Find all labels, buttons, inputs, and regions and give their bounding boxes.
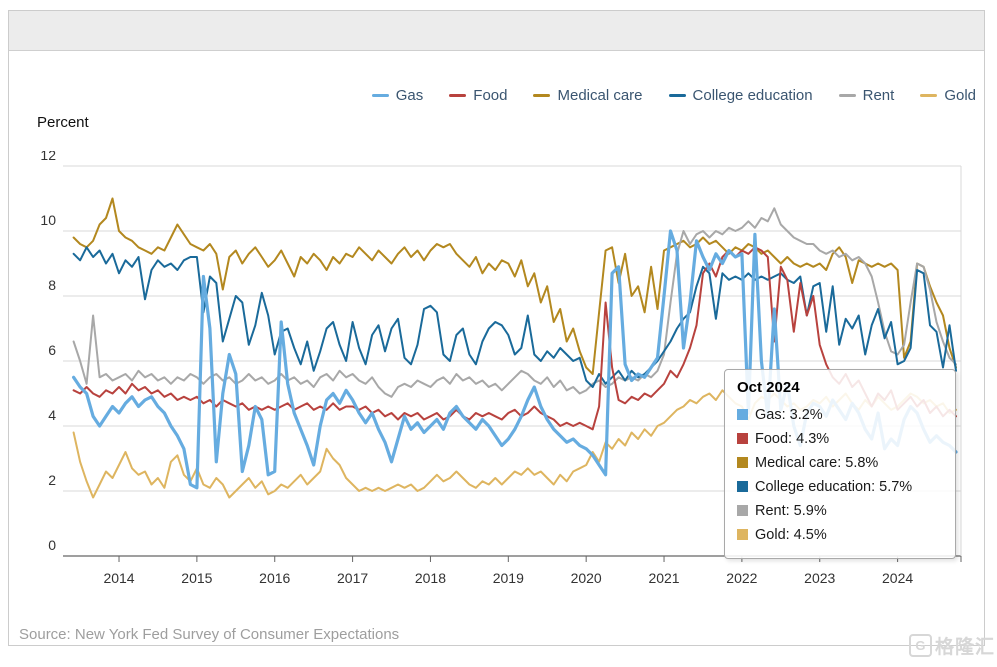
tooltip-rows: Gas: 3.2% Food: 4.3% Medical care: 5.8% Col…: [737, 403, 943, 547]
legend-item-gold[interactable]: Gold: [920, 87, 976, 104]
legend-marker-gas: [371, 94, 389, 97]
legend-label-gas: Gas: [395, 87, 424, 104]
legend-item-medical-care[interactable]: Medical care: [533, 87, 643, 104]
legend-marker-gold: [920, 94, 938, 97]
x-tick-label-2023: 2023: [804, 570, 835, 586]
legend-marker-food: [449, 94, 467, 97]
legend-item-food[interactable]: Food: [449, 87, 507, 104]
x-tick-label-2018: 2018: [415, 570, 446, 586]
tooltip-row-gold: Gold: 4.5%: [737, 523, 943, 547]
legend-marker-medical-care: [533, 94, 551, 97]
series-line-rent[interactable]: [72, 207, 957, 398]
legend-item-gas[interactable]: Gas: [371, 87, 424, 104]
x-tick-label-2015: 2015: [181, 570, 212, 586]
legend-label-gold: Gold: [944, 87, 976, 104]
tooltip-swatch-rent: [737, 505, 748, 516]
x-tick-label-2022: 2022: [726, 570, 757, 586]
x-tick-label-2017: 2017: [337, 570, 368, 586]
gelonghui-watermark: G 格隆汇: [908, 632, 995, 659]
tooltip-row-medical-care: Medical care: 5.8%: [737, 451, 943, 475]
legend-label-medical-care: Medical care: [557, 87, 643, 104]
tooltip-row-college-education: College education: 5.7%: [737, 475, 943, 499]
chart-tooltip: Oct 2024 Gas: 3.2% Food: 4.3% Medical care…: [724, 369, 956, 559]
source-note: Source: New York Fed Survey of Consumer …: [19, 626, 400, 643]
legend-marker-college-education: [668, 94, 686, 97]
gelonghui-logo-icon: G: [908, 634, 932, 657]
y-tick-label-4: 4: [48, 407, 56, 423]
tooltip-swatch-food: [737, 433, 748, 444]
legend-marker-rent: [838, 94, 856, 97]
y-axis-title: Percent: [37, 114, 89, 131]
x-tick-label-2020: 2020: [571, 570, 602, 586]
legend-item-rent[interactable]: Rent: [838, 87, 895, 104]
tooltip-row-food: Food: 4.3%: [737, 427, 943, 451]
x-tick-label-2024: 2024: [882, 570, 913, 586]
legend-label-food: Food: [473, 87, 508, 104]
y-tick-label-12: 12: [40, 151, 56, 163]
x-axis: 2014 2015 2016 2017 2018 2019 2020 2021 2022 2023…: [103, 556, 962, 586]
y-tick-label-0: 0: [48, 537, 56, 553]
tooltip-row-gas: Gas: 3.2%: [737, 403, 943, 427]
y-tick-label-10: 10: [40, 212, 56, 228]
tooltip-swatch-medical-care: [737, 457, 748, 468]
tooltip-swatch-gas: [737, 409, 748, 420]
x-tick-label-2021: 2021: [648, 570, 679, 586]
y-tick-label-8: 8: [48, 277, 56, 293]
line-chart-plot[interactable]: 0 2 4 6 8 10 12 2014 2015 2016 2017 2018 2019 2020 202…: [9, 151, 984, 631]
legend-label-rent: Rent: [862, 87, 895, 104]
watermark-text: 格隆汇: [934, 637, 995, 658]
series-line-medical-care[interactable]: [72, 197, 957, 375]
tooltip-date: Oct 2024: [737, 379, 800, 396]
legend-label-college-education: College education: [692, 87, 813, 104]
tooltip-swatch-gold: [737, 529, 748, 540]
x-tick-label-2014: 2014: [103, 570, 134, 586]
legend-item-college-education[interactable]: College education: [668, 87, 813, 104]
tooltip-row-rent: Rent: 5.9%: [737, 499, 943, 523]
chart-legend: Gas Food Medical care College education Rent…: [371, 87, 976, 104]
series-line-college-education[interactable]: [72, 246, 957, 388]
y-tick-label-6: 6: [48, 342, 56, 358]
y-tick-label-2: 2: [48, 472, 56, 488]
x-tick-label-2019: 2019: [493, 570, 524, 586]
tooltip-swatch-college-education: [737, 481, 748, 492]
chart-card: Gas Food Medical care College education Rent…: [8, 10, 985, 646]
x-tick-label-2016: 2016: [259, 570, 290, 586]
header-toolbar-band: [9, 11, 984, 51]
